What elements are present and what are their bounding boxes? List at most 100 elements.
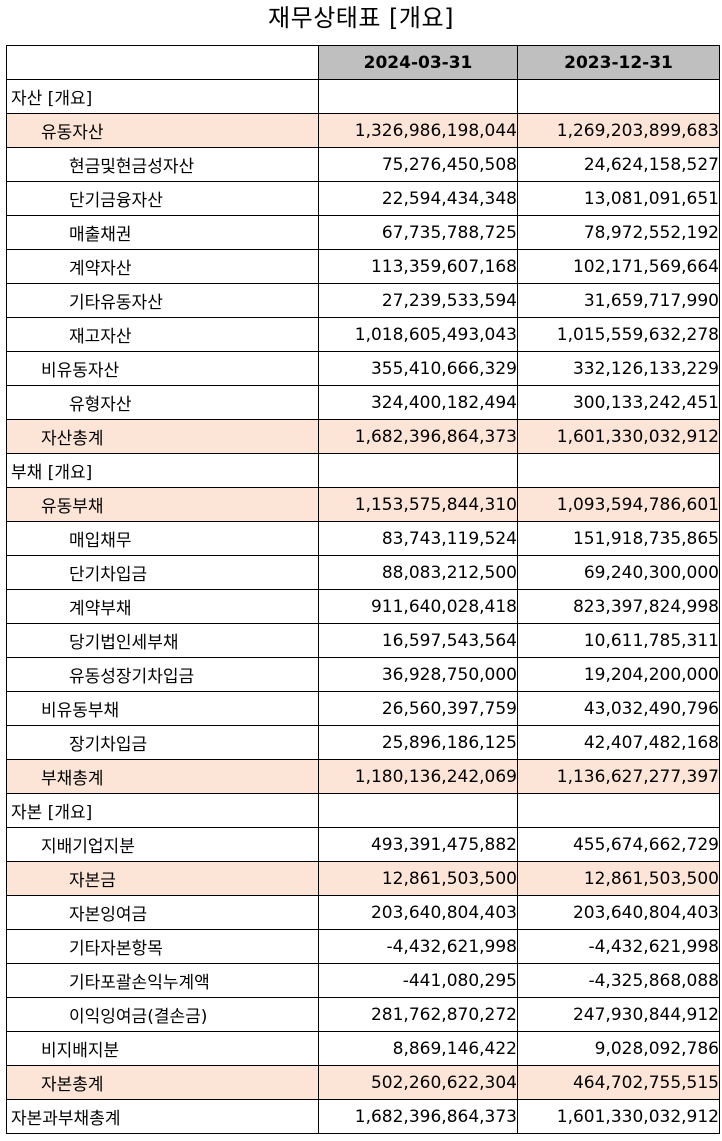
row-label: 재고자산 [6,317,319,352]
value-2024-03-31: 27,239,533,594 [318,283,518,318]
value-2024-03-31: 22,594,434,348 [318,181,518,216]
row-label: 기타포괄손익누계액 [6,963,319,998]
header-period-previous: 2023-12-31 [517,45,720,80]
value-2024-03-31: 8,869,146,422 [318,1031,518,1066]
table-row: 계약자산 113,359,607,168 102,171,569,664 [6,249,720,284]
row-label: 현금및현금성자산 [6,147,319,182]
table-row: 매출채권 67,735,788,725 78,972,552,192 [6,215,720,250]
value-2024-03-31: -441,080,295 [318,963,518,998]
value-2023-12-31: 1,015,559,632,278 [517,317,720,352]
value-2024-03-31: 83,743,119,524 [318,521,518,556]
row-label: 유동성장기차입금 [6,657,319,692]
value-2023-12-31: 1,601,330,032,912 [517,1099,720,1134]
row-label: 매입채무 [6,521,319,556]
value-2024-03-31: 493,391,475,882 [318,827,518,862]
value-2024-03-31: 355,410,666,329 [318,351,518,386]
table-row: 단기금융자산 22,594,434,348 13,081,091,651 [6,181,720,216]
value-2023-12-31: 78,972,552,192 [517,215,720,250]
value-2024-03-31: 281,762,870,272 [318,997,518,1032]
value-2024-03-31 [318,453,518,488]
table-row: 자본과부채총계 1,682,396,864,373 1,601,330,032,91… [6,1099,720,1134]
value-2023-12-31: 455,674,662,729 [517,827,720,862]
table-row: 기타포괄손익누계액 -441,080,295 -4,325,868,088 [6,963,720,998]
row-label: 계약자산 [6,249,319,284]
value-2023-12-31: 31,659,717,990 [517,283,720,318]
table-body: 자산 [개요] 유동자산 1,326,986,198,044 1,269,203,89… [6,79,720,1134]
value-2024-03-31: 1,682,396,864,373 [318,419,518,454]
row-label: 유동자산 [6,113,319,148]
value-2024-03-31 [318,79,518,114]
value-2024-03-31: 25,896,186,125 [318,725,518,760]
table-row: 부채 [개요] [6,453,720,488]
value-2024-03-31: 16,597,543,564 [318,623,518,658]
table-row: 계약부채 911,640,028,418 823,397,824,998 [6,589,720,624]
value-2023-12-31: 12,861,503,500 [517,861,720,896]
row-label: 당기법인세부채 [6,623,319,658]
row-label: 유형자산 [6,385,319,420]
table-row: 현금및현금성자산 75,276,450,508 24,624,158,527 [6,147,720,182]
value-2023-12-31: 19,204,200,000 [517,657,720,692]
value-2024-03-31: 1,180,136,242,069 [318,759,518,794]
row-label: 계약부채 [6,589,319,624]
value-2024-03-31: 502,260,622,304 [318,1065,518,1100]
value-2024-03-31: 113,359,607,168 [318,249,518,284]
row-label: 유동부채 [6,487,319,522]
page-title: 재무상태표 [개요] [268,4,454,32]
row-label: 자본과부채총계 [6,1099,319,1134]
table-row: 지배기업지분 493,391,475,882 455,674,662,729 [6,827,720,862]
value-2023-12-31: 300,133,242,451 [517,385,720,420]
value-2023-12-31: -4,325,868,088 [517,963,720,998]
table-row: 유형자산 324,400,182,494 300,133,242,451 [6,385,720,420]
value-2024-03-31: 324,400,182,494 [318,385,518,420]
table-row: 매입채무 83,743,119,524 151,918,735,865 [6,521,720,556]
row-label: 자산총계 [6,419,319,454]
table-row: 기타자본항목 -4,432,621,998 -4,432,621,998 [6,929,720,964]
value-2023-12-31: 102,171,569,664 [517,249,720,284]
value-2023-12-31: 1,136,627,277,397 [517,759,720,794]
value-2023-12-31: 1,601,330,032,912 [517,419,720,454]
value-2023-12-31: 69,240,300,000 [517,555,720,590]
value-2024-03-31: 26,560,397,759 [318,691,518,726]
table-row: 부채총계 1,180,136,242,069 1,136,627,277,397 [6,759,720,794]
row-label: 단기차입금 [6,555,319,590]
row-label: 부채 [개요] [6,453,319,488]
row-label: 자산 [개요] [6,79,319,114]
value-2024-03-31: 67,735,788,725 [318,215,518,250]
row-label: 비지배지분 [6,1031,319,1066]
table-row: 비지배지분 8,869,146,422 9,028,092,786 [6,1031,720,1066]
value-2024-03-31: 1,018,605,493,043 [318,317,518,352]
table-row: 당기법인세부채 16,597,543,564 10,611,785,311 [6,623,720,658]
value-2024-03-31: 1,326,986,198,044 [318,113,518,148]
table-row: 비유동자산 355,410,666,329 332,126,133,229 [6,351,720,386]
table-row: 자본잉여금 203,640,804,403 203,640,804,403 [6,895,720,930]
value-2023-12-31: 43,032,490,796 [517,691,720,726]
row-label: 매출채권 [6,215,319,250]
row-label: 비유동자산 [6,351,319,386]
table-row: 유동성장기차입금 36,928,750,000 19,204,200,000 [6,657,720,692]
table-row: 자산 [개요] [6,79,720,114]
header-label-cell [6,45,319,80]
value-2024-03-31: 1,682,396,864,373 [318,1099,518,1134]
row-label: 이익잉여금(결손금) [6,997,319,1032]
value-2023-12-31: 247,930,844,912 [517,997,720,1032]
value-2023-12-31: 42,407,482,168 [517,725,720,760]
balance-sheet-table: 2024-03-31 2023-12-31 자산 [개요] 유동자산 1,326,9… [6,45,720,1134]
table-row: 재고자산 1,018,605,493,043 1,015,559,632,278 [6,317,720,352]
value-2023-12-31 [517,793,720,828]
value-2023-12-31: 823,397,824,998 [517,589,720,624]
value-2023-12-31 [517,453,720,488]
value-2024-03-31: 911,640,028,418 [318,589,518,624]
table-row: 비유동부채 26,560,397,759 43,032,490,796 [6,691,720,726]
value-2023-12-31 [517,79,720,114]
value-2024-03-31: -4,432,621,998 [318,929,518,964]
table-header-row: 2024-03-31 2023-12-31 [6,45,720,80]
row-label: 기타자본항목 [6,929,319,964]
row-label: 자본금 [6,861,319,896]
value-2023-12-31: -4,432,621,998 [517,929,720,964]
row-label: 단기금융자산 [6,181,319,216]
row-label: 자본 [개요] [6,793,319,828]
table-row: 장기차입금 25,896,186,125 42,407,482,168 [6,725,720,760]
row-label: 지배기업지분 [6,827,319,862]
value-2023-12-31: 13,081,091,651 [517,181,720,216]
value-2024-03-31: 12,861,503,500 [318,861,518,896]
